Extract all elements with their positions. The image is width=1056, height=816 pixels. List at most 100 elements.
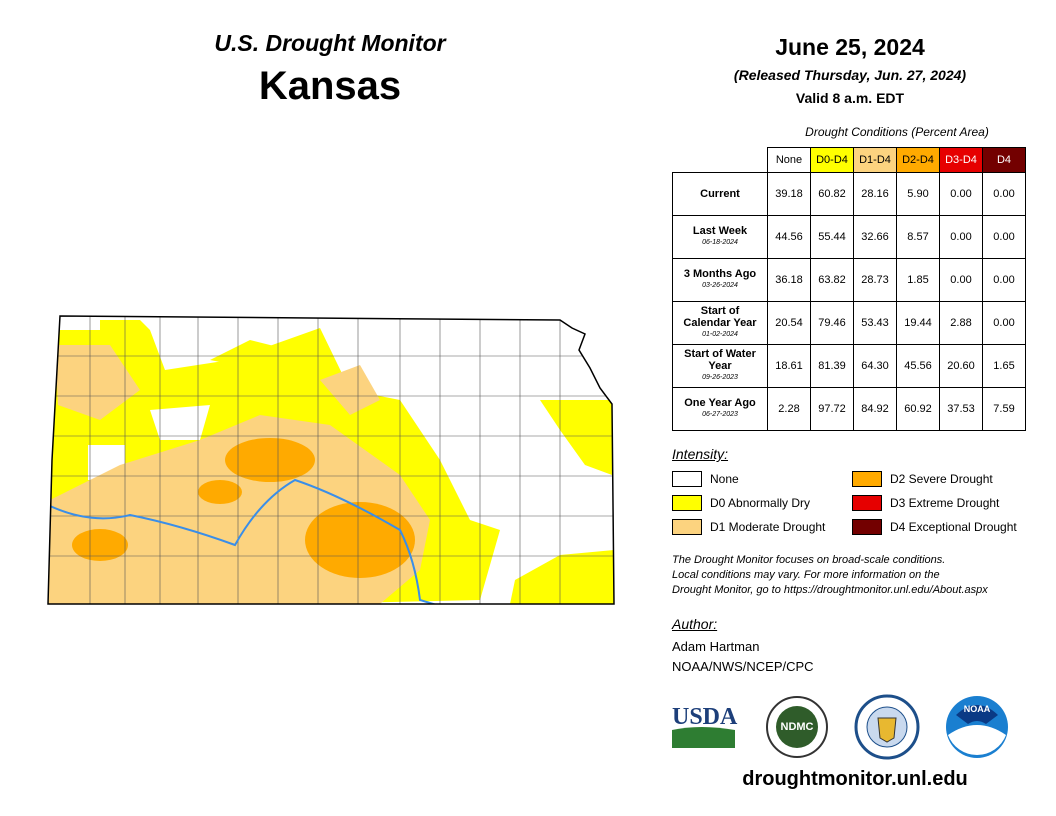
cell: 0.00: [939, 258, 983, 302]
row-name: Start of Water Year: [684, 348, 756, 372]
row-date: 06-27-2023: [702, 411, 738, 418]
legend-item: D0 Abnormally Dry: [672, 495, 810, 511]
legend-label: D2 Severe Drought: [890, 472, 993, 486]
cell: 84.92: [853, 387, 897, 431]
ndmc-logo: NDMC: [781, 721, 814, 733]
noaa-logo: NOAA: [964, 704, 991, 714]
doc-shield: [877, 717, 897, 743]
note: The Drought Monitor focuses on broad-sca…: [672, 553, 988, 598]
corner: [672, 147, 768, 173]
data-row: Start of Calendar Year 01-02-2024 20.54 79.…: [672, 301, 1026, 345]
row-name: Current: [700, 188, 740, 200]
cell: 8.57: [896, 215, 940, 259]
cell: 0.00: [982, 172, 1026, 216]
noaa-wave: [948, 725, 1006, 756]
author-line: Adam Hartman: [672, 639, 760, 654]
legend-label: D4 Exceptional Drought: [890, 520, 1017, 534]
cell: 28.73: [853, 258, 897, 302]
cell: 64.30: [853, 344, 897, 388]
logos: USDA NDMC NOAA: [672, 694, 1008, 760]
cell: 18.61: [767, 344, 811, 388]
column-header: D3-D4: [939, 147, 983, 173]
cell: 0.00: [982, 215, 1026, 259]
cell: 0.00: [982, 301, 1026, 345]
cell: 5.90: [896, 172, 940, 216]
legend-item: None: [672, 471, 739, 487]
data-row: Last Week 06-18-2024 44.56 55.44 32.66 8.57 0.…: [672, 215, 1026, 259]
ndmc-core: [776, 706, 818, 748]
column-header: D1-D4: [853, 147, 897, 173]
header-row: None D0-D4 D1-D4 D2-D4 D3-D4 D4: [672, 147, 1026, 173]
kansas-map: [47, 315, 615, 605]
url: droughtmonitor.unl.edu: [742, 768, 968, 790]
cell: 20.54: [767, 301, 811, 345]
cell: 32.66: [853, 215, 897, 259]
cell: 63.82: [810, 258, 854, 302]
legend-label: D0 Abnormally Dry: [710, 496, 811, 510]
cell: 0.00: [939, 172, 983, 216]
row-date: 06-18-2024: [702, 239, 738, 246]
data-row: 3 Months Ago 03-26-2024 36.18 63.82 28.73 1.8…: [672, 258, 1026, 302]
legend-item: D3 Extreme Drought: [852, 495, 999, 511]
cell: 53.43: [853, 301, 897, 345]
data-row: Current 39.18 60.82 28.16 5.90 0.00 0.00: [672, 172, 1026, 216]
cell: 37.53: [939, 387, 983, 431]
row-name: One Year Ago: [684, 397, 756, 409]
column-header: D0-D4: [810, 147, 854, 173]
cell: 20.60: [939, 344, 983, 388]
data-row: Start of Water Year 09-26-2023 18.61 81.39 6…: [672, 344, 1026, 388]
d2-area: [305, 502, 415, 578]
legend-item: D1 Moderate Drought: [672, 519, 825, 535]
d0-area-north: [100, 320, 290, 370]
table-caption: Drought Conditions (Percent Area): [805, 125, 989, 139]
row-label: Last Week 06-18-2024: [672, 215, 768, 259]
legend-title: Intensity:: [672, 446, 729, 462]
legend-swatch: [852, 471, 882, 487]
row-name: Last Week: [692, 225, 748, 237]
author-heading: Author:: [672, 616, 718, 632]
cell: 19.44: [896, 301, 940, 345]
cell: 44.56: [767, 215, 811, 259]
d2-area: [72, 529, 128, 561]
cell: 97.72: [810, 387, 854, 431]
legend-swatch: [852, 519, 882, 535]
column-header: D4: [982, 147, 1026, 173]
cell: 0.00: [982, 258, 1026, 302]
legend-swatch: [672, 495, 702, 511]
county-lines: [48, 316, 614, 604]
d0-area-east: [510, 400, 614, 604]
author-line: NOAA/NWS/NCEP/CPC: [672, 659, 814, 674]
row-label: One Year Ago 06-27-2023: [672, 387, 768, 431]
note-line: The Drought Monitor focuses on broad-sca…: [672, 554, 946, 566]
note-line: Local conditions may vary. For more info…: [672, 569, 940, 581]
cell: 60.82: [810, 172, 854, 216]
d1-area-west: [55, 345, 140, 420]
row-date: 03-26-2024: [702, 282, 738, 289]
drought-areas: [48, 316, 614, 604]
cell: 7.59: [982, 387, 1026, 431]
cell: 28.16: [853, 172, 897, 216]
released: (Released Thursday, Jun. 27, 2024): [733, 67, 967, 83]
row-date: 09-26-2023: [702, 374, 738, 381]
row-label: Start of Water Year 09-26-2023: [672, 344, 768, 388]
legend-label: D3 Extreme Drought: [890, 496, 1000, 510]
cell: 45.56: [896, 344, 940, 388]
legend-label: None: [710, 472, 739, 486]
cell: 0.00: [939, 215, 983, 259]
noaa-bird: [956, 705, 998, 724]
row-label: 3 Months Ago 03-26-2024: [672, 258, 768, 302]
cell: 1.65: [982, 344, 1026, 388]
row-name: Start of Calendar Year: [683, 305, 757, 329]
row-label: Current: [672, 172, 768, 216]
d1-area-north: [320, 365, 380, 415]
legend-swatch: [852, 495, 882, 511]
conditions-table: None D0-D4 D1-D4 D2-D4 D3-D4 D4 Current 39.18 60…: [672, 147, 1026, 431]
cell: 36.18: [767, 258, 811, 302]
d2-area: [225, 438, 315, 482]
river: [48, 478, 441, 604]
usda-logo: USDA: [672, 704, 738, 730]
row-label: Start of Calendar Year 01-02-2024: [672, 301, 768, 345]
cell: 81.39: [810, 344, 854, 388]
row-date: 01-02-2024: [702, 331, 738, 338]
valid: Valid 8 a.m. EDT: [795, 90, 905, 106]
